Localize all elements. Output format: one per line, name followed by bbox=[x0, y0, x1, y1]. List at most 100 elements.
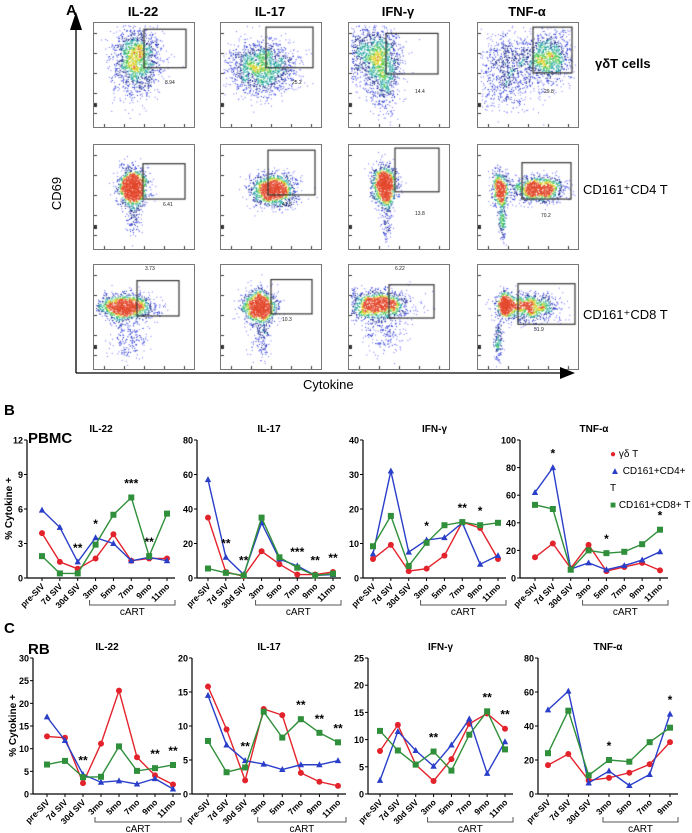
y-tick-label: 0 bbox=[24, 790, 29, 800]
cart-bracket bbox=[94, 817, 182, 823]
circle-marker-icon: ● bbox=[610, 449, 617, 460]
y-tick-label: 9 bbox=[18, 470, 23, 480]
data-point bbox=[74, 558, 81, 565]
data-point bbox=[316, 778, 323, 785]
data-point bbox=[92, 534, 99, 541]
y-tick-label: 0 bbox=[18, 574, 23, 584]
flow-density-plot bbox=[93, 144, 195, 250]
y-tick-label: 5 bbox=[183, 756, 188, 766]
significance-marker: * bbox=[551, 447, 556, 461]
data-point bbox=[110, 540, 117, 546]
cart-bracket bbox=[427, 817, 514, 823]
data-point bbox=[430, 777, 437, 784]
y-tick-label: 20 bbox=[524, 756, 534, 766]
data-point bbox=[484, 708, 491, 715]
data-point bbox=[405, 562, 412, 569]
data-point bbox=[656, 548, 664, 555]
x-tick-label: 7mo bbox=[286, 797, 305, 816]
flow-axis-arrows bbox=[70, 12, 575, 379]
cart-label: cART bbox=[628, 824, 653, 833]
y-tick-label: 25 bbox=[19, 676, 29, 686]
data-point bbox=[549, 540, 556, 547]
data-point bbox=[603, 550, 610, 557]
significance-marker: ** bbox=[328, 551, 338, 565]
data-point bbox=[370, 543, 376, 550]
data-point bbox=[585, 772, 592, 779]
legend-item-cd4: ▲ CD161+CD4+ T bbox=[610, 466, 686, 494]
data-point bbox=[646, 770, 653, 777]
cart-bracket bbox=[420, 600, 507, 606]
x-tick-label: 5mo bbox=[614, 797, 633, 816]
data-point bbox=[430, 762, 437, 769]
x-tick-label: 5mo bbox=[104, 797, 123, 816]
data-point bbox=[606, 774, 612, 781]
data-point bbox=[441, 522, 448, 529]
data-point bbox=[115, 777, 123, 784]
x-tick-label: 7mo bbox=[454, 797, 473, 816]
chart-title: TNF-α bbox=[580, 424, 610, 435]
data-point bbox=[459, 519, 466, 526]
data-point bbox=[448, 756, 455, 763]
data-point bbox=[316, 729, 323, 736]
data-point bbox=[39, 530, 45, 537]
data-point bbox=[80, 774, 86, 781]
series-line bbox=[46, 716, 174, 790]
data-point bbox=[377, 748, 383, 755]
data-point bbox=[294, 571, 301, 578]
flow-density-plot bbox=[93, 264, 195, 370]
significance-marker: ** bbox=[239, 554, 249, 568]
data-point bbox=[133, 780, 141, 787]
cart-label: cART bbox=[289, 824, 314, 833]
data-point bbox=[441, 552, 448, 559]
data-point bbox=[394, 727, 402, 734]
flow-density-plot bbox=[348, 22, 450, 128]
y-tick-label: 0 bbox=[511, 574, 516, 584]
data-point bbox=[370, 556, 376, 563]
gate-percentage: 41.5 bbox=[282, 202, 292, 209]
data-point bbox=[544, 706, 552, 713]
data-point bbox=[376, 776, 384, 783]
data-point bbox=[222, 553, 230, 560]
data-point bbox=[97, 778, 105, 785]
data-point bbox=[483, 769, 491, 776]
y-tick-label: 6 bbox=[18, 505, 23, 515]
x-tick-label: 5mo bbox=[429, 581, 448, 600]
gate-percentage: 51.9 bbox=[534, 326, 544, 333]
data-point bbox=[603, 566, 610, 573]
chart-title: IL-17 bbox=[257, 424, 281, 435]
chart-title: IFN-γ bbox=[428, 642, 453, 653]
data-point bbox=[532, 501, 538, 508]
x-tick-label: 7mo bbox=[122, 797, 141, 816]
data-point bbox=[170, 761, 176, 768]
data-point bbox=[545, 762, 551, 769]
data-point bbox=[164, 510, 170, 517]
y-tick-label: 12 bbox=[13, 436, 23, 446]
data-point bbox=[501, 738, 509, 745]
flow-column-title: TNF-α bbox=[508, 4, 546, 19]
y-tick-label: 60 bbox=[183, 470, 193, 480]
data-point bbox=[205, 737, 211, 744]
chart-title: TNF-α bbox=[594, 642, 624, 653]
significance-marker: ** bbox=[429, 731, 439, 745]
data-point bbox=[43, 713, 51, 720]
data-point bbox=[205, 565, 211, 572]
significance-marker: ** bbox=[78, 754, 88, 768]
data-point bbox=[98, 740, 104, 747]
data-point bbox=[423, 539, 430, 546]
data-point bbox=[531, 488, 539, 495]
y-tick-label: 15 bbox=[19, 722, 29, 732]
cart-bracket bbox=[257, 817, 347, 823]
flow-row-label: CD161⁺CD8 T bbox=[583, 307, 668, 322]
series-line bbox=[207, 695, 339, 771]
chart-title: IL-22 bbox=[95, 642, 119, 653]
x-tick-label: 5mo bbox=[267, 797, 286, 816]
gate-percentage: 6.41 bbox=[163, 202, 173, 209]
data-point bbox=[405, 568, 412, 575]
data-point bbox=[39, 553, 45, 560]
data-point bbox=[297, 761, 305, 768]
y-tick-label: 40 bbox=[506, 518, 516, 528]
data-point bbox=[585, 541, 592, 548]
gate-percentage: 25.2 bbox=[292, 80, 302, 87]
y-tick-label: 20 bbox=[178, 654, 188, 664]
data-point bbox=[92, 541, 99, 548]
